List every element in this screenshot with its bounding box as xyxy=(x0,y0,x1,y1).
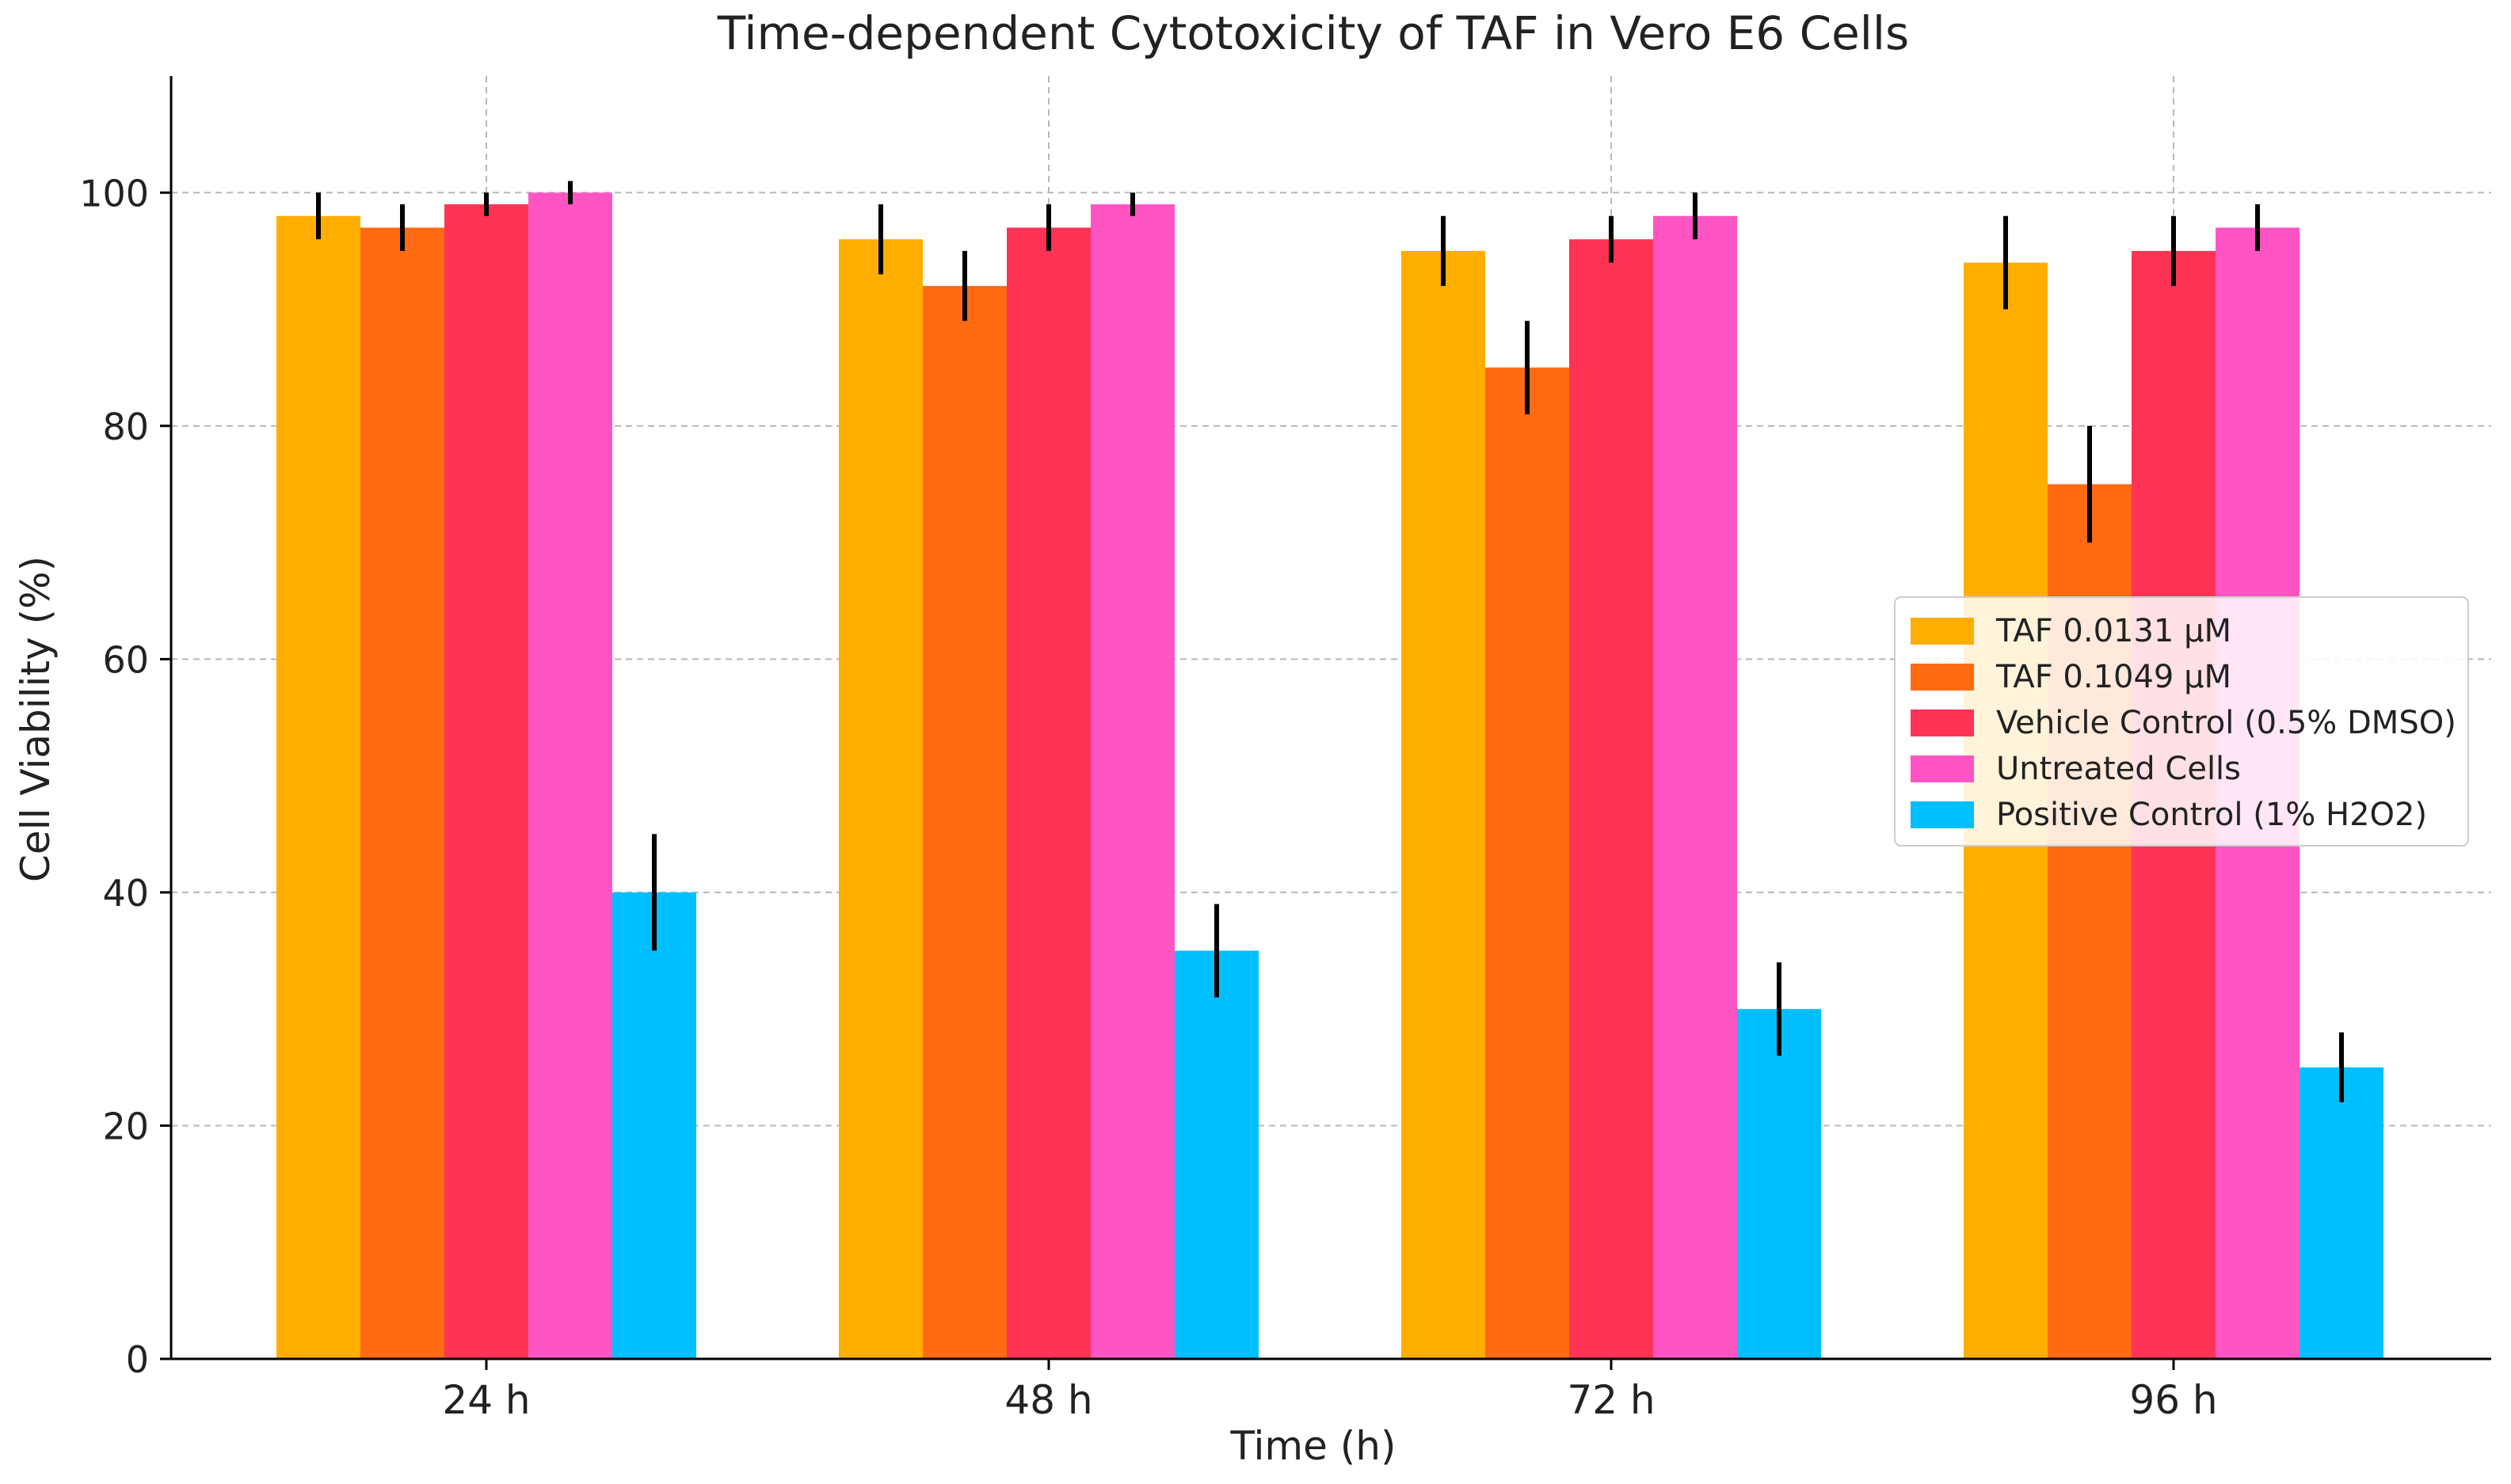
legend-swatch xyxy=(1911,710,1974,736)
x-tick-label: 72 h xyxy=(1567,1377,1655,1423)
bar xyxy=(1569,239,1653,1359)
error-bars-layer xyxy=(316,181,2344,1102)
bar xyxy=(839,239,923,1359)
legend-swatch xyxy=(1911,801,1974,828)
y-tick-label: 0 xyxy=(126,1338,149,1381)
x-tick-label: 96 h xyxy=(2129,1377,2217,1423)
y-tick-label: 80 xyxy=(102,405,149,448)
y-axis-label: Cell Viability (%) xyxy=(13,556,59,882)
y-tick-label: 20 xyxy=(102,1105,149,1147)
x-tick-label: 24 h xyxy=(442,1377,530,1423)
bar xyxy=(1175,950,1259,1359)
bar xyxy=(1485,367,1569,1359)
legend-label: Positive Control (1% H2O2) xyxy=(1996,797,2427,833)
legend-swatch xyxy=(1911,618,1974,645)
bar xyxy=(1007,227,1091,1359)
legend-label: TAF 0.1049 µM xyxy=(1995,659,2231,695)
legend-label: Vehicle Control (0.5% DMSO) xyxy=(1996,705,2456,741)
legend-label: TAF 0.0131 µM xyxy=(1995,613,2231,649)
bar xyxy=(1091,204,1175,1359)
bar xyxy=(276,215,360,1359)
legend-swatch xyxy=(1911,664,1974,691)
x-axis-label: Time (h) xyxy=(1230,1423,1396,1469)
bar xyxy=(444,204,528,1359)
bar xyxy=(528,192,612,1360)
bar xyxy=(360,227,444,1359)
bar xyxy=(612,892,696,1359)
y-tick-label: 60 xyxy=(102,638,149,681)
axes-layer: 0 20 40 60 80 100 24 h 48 h 72 h 96 h xyxy=(79,76,2491,1423)
y-tick-label: 40 xyxy=(102,872,149,915)
bar xyxy=(2300,1067,2383,1359)
bar xyxy=(1653,215,1737,1359)
legend-box xyxy=(1894,596,2469,847)
x-tick-label: 48 h xyxy=(1004,1377,1092,1423)
bar xyxy=(1737,1009,1821,1359)
labels-layer: Time-dependent Cytotoxicity of TAF in Ve… xyxy=(13,6,1909,1469)
y-tick-label: 100 xyxy=(79,172,149,215)
bar xyxy=(923,286,1007,1359)
legend: TAF 0.0131 µM TAF 0.1049 µM Vehicle Contro… xyxy=(1894,596,2469,847)
chart-title: Time-dependent Cytotoxicity of TAF in Ve… xyxy=(717,6,1910,60)
legend-label: Untreated Cells xyxy=(1996,751,2241,787)
legend-swatch xyxy=(1911,755,1974,782)
bar xyxy=(1401,250,1485,1360)
